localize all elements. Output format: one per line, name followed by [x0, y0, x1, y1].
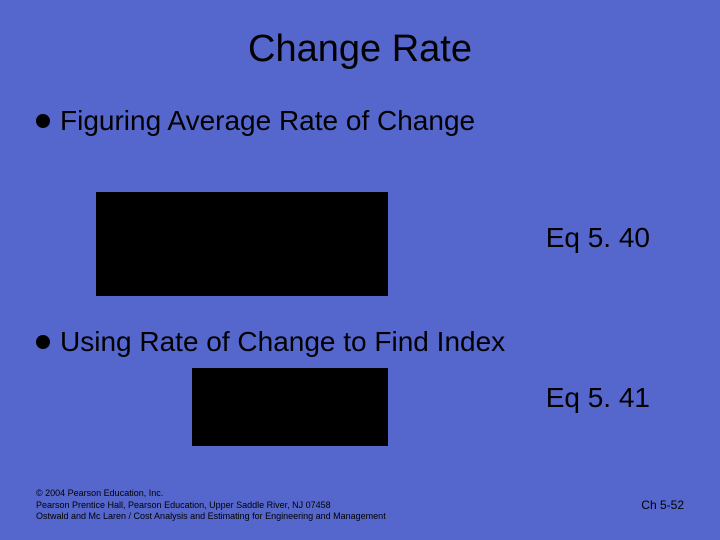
equation-placeholder-1 [96, 192, 388, 296]
copyright-footer: © 2004 Pearson Education, Inc. Pearson P… [36, 488, 386, 522]
bullet-dot-icon [36, 335, 50, 349]
slide: Change Rate Figuring Average Rate of Cha… [0, 0, 720, 540]
equation-label-1: Eq 5. 40 [546, 222, 650, 254]
slide-title: Change Rate [36, 28, 684, 71]
footer-line-2: Pearson Prentice Hall, Pearson Education… [36, 500, 386, 511]
bullet-text-2: Using Rate of Change to Find Index [60, 326, 505, 358]
bullet-text-1: Figuring Average Rate of Change [60, 105, 475, 137]
footer-line-3: Ostwald and Mc Laren / Cost Analysis and… [36, 511, 386, 522]
equation-label-2: Eq 5. 41 [546, 382, 650, 414]
footer-line-1: © 2004 Pearson Education, Inc. [36, 488, 386, 499]
bullet-item-1: Figuring Average Rate of Change [36, 105, 684, 137]
equation-placeholder-2 [192, 368, 388, 446]
page-number: Ch 5-52 [641, 498, 684, 512]
bullet-dot-icon [36, 114, 50, 128]
bullet-item-2: Using Rate of Change to Find Index [36, 326, 505, 358]
